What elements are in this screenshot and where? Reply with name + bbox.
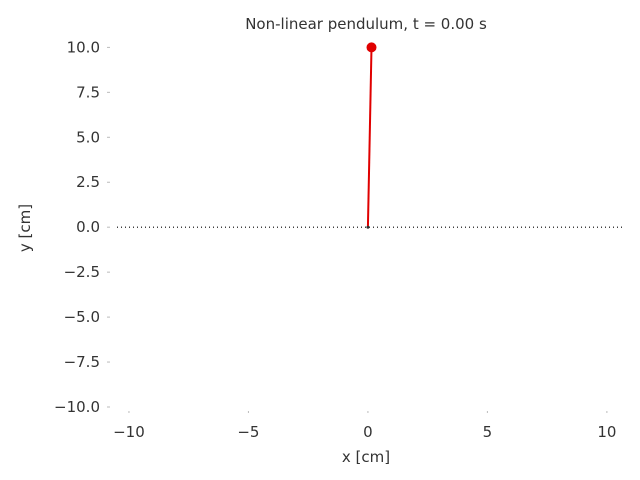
y-tick-label: −2.5 [64, 263, 100, 281]
y-tick-label: 0.0 [76, 218, 100, 236]
y-tick-label: 2.5 [76, 173, 100, 191]
x-tick-label: −10 [113, 423, 145, 441]
x-tick-label: 10 [597, 423, 616, 441]
y-tick-label: −10.0 [54, 398, 100, 416]
y-tick-label: −5.0 [64, 308, 100, 326]
y-tick-label: −7.5 [64, 353, 100, 371]
x-tick-label: 0 [363, 423, 373, 441]
x-tick-label: 5 [483, 423, 493, 441]
pendulum-rod [366, 47, 373, 228]
chart-title: Non-linear pendulum, t = 0.00 s [245, 15, 487, 33]
pendulum-pivot [366, 225, 370, 229]
pendulum-bob [366, 42, 377, 53]
x-tick-label: −5 [237, 423, 259, 441]
pendulum [366, 42, 377, 229]
y-tick-label: 10.0 [67, 38, 100, 56]
y-tick-label: 5.0 [76, 128, 100, 146]
x-axis-label: x [cm] [342, 448, 390, 466]
y-axis-label: y [cm] [16, 204, 34, 252]
y-tick-label: 7.5 [76, 83, 100, 101]
axis-ticks: −10 −5 0 5 10 10.0 7.5 5.0 2.5 0.0 −2.5 −5.0 −7.5 −10… [54, 38, 616, 441]
